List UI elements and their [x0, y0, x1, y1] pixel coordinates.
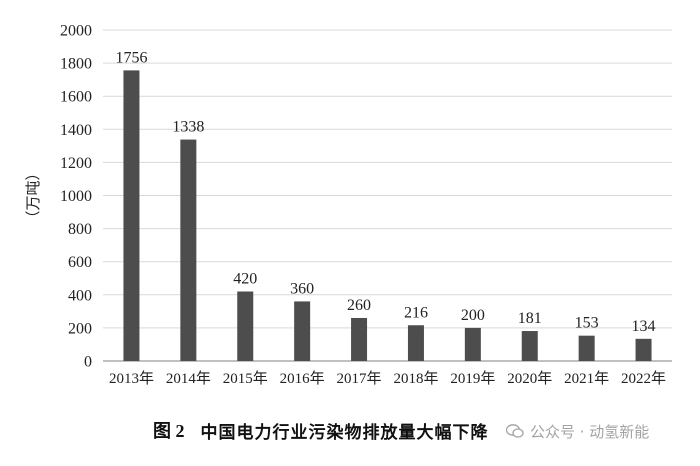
y-tick-label: 600 [68, 254, 92, 271]
bars [123, 70, 652, 361]
x-tick-label: 2020年 [507, 370, 552, 387]
bar [237, 291, 254, 361]
x-tick-label: 2014年 [166, 370, 211, 387]
watermark: 公众号 · 动氢新能 [506, 420, 649, 442]
data-label: 1338 [172, 119, 204, 136]
figure-caption: 图 2 中国电力行业污染物排放量大幅下降 [0, 413, 700, 447]
watermark-text: 公众号 · 动氢新能 [530, 422, 650, 441]
data-label: 200 [461, 307, 485, 324]
figure-number: 图 2 [153, 421, 185, 441]
x-tick-label: 2015年 [223, 370, 268, 387]
y-tick-label: 1000 [60, 188, 92, 205]
y-tick-label: 400 [68, 287, 92, 304]
data-label: 260 [347, 297, 371, 314]
y-tick-label: 2000 [60, 23, 92, 40]
y-tick-label: 1800 [60, 56, 92, 73]
y-tick-label: 1600 [60, 89, 92, 106]
bar [464, 327, 481, 361]
data-label: 153 [575, 315, 599, 332]
data-label: 420 [233, 270, 257, 287]
x-tick-label: 2021年 [564, 370, 609, 387]
x-tick-label: 2013年 [109, 370, 154, 387]
data-label: 216 [404, 304, 428, 321]
data-label: 181 [518, 310, 542, 327]
bar [521, 331, 538, 361]
chart-title: 中国电力行业污染物排放量大幅下降 [200, 422, 489, 443]
y-tick-label: 1400 [60, 122, 92, 139]
x-tick-label: 2018年 [393, 370, 438, 387]
data-label: 134 [632, 318, 656, 335]
bar [180, 139, 197, 361]
bar [123, 70, 140, 361]
x-tick-label: 2019年 [450, 370, 495, 387]
y-tick-labels: 0 200 400 600 800 1000 1200 1400 1600 1800 2000 [60, 23, 92, 371]
bar [407, 325, 424, 361]
data-label: 360 [290, 280, 314, 297]
data-labels: 1756 1338 420 360 260 216 200 181 153 134 [115, 49, 655, 334]
y-axis-label: （万吨） [25, 165, 42, 225]
y-tick-label: 800 [68, 221, 92, 238]
x-tick-labels: 2013年 2014年 2015年 2016年 2017年 2018年 2019年 2020年… [109, 370, 666, 387]
gridlines [103, 29, 672, 329]
x-tick-label: 2017年 [337, 370, 382, 387]
bar [578, 335, 595, 361]
x-tick-label: 2022年 [621, 370, 666, 387]
data-label: 1756 [115, 49, 147, 66]
bar [294, 301, 311, 361]
y-tick-label: 1200 [60, 155, 92, 172]
bar [635, 338, 652, 361]
y-tick-label: 0 [84, 354, 92, 371]
wechat-icon [506, 424, 524, 438]
x-tick-label: 2016年 [280, 370, 325, 387]
y-tick-label: 200 [68, 320, 92, 337]
bar [351, 317, 368, 361]
